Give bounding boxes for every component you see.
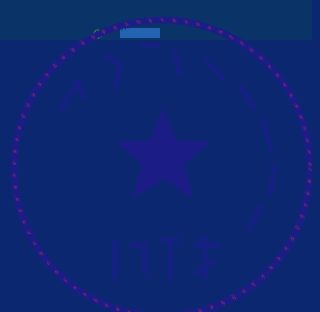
page (0, 0, 312, 312)
pixel-artifact (120, 28, 160, 38)
seal-image (0, 0, 312, 312)
